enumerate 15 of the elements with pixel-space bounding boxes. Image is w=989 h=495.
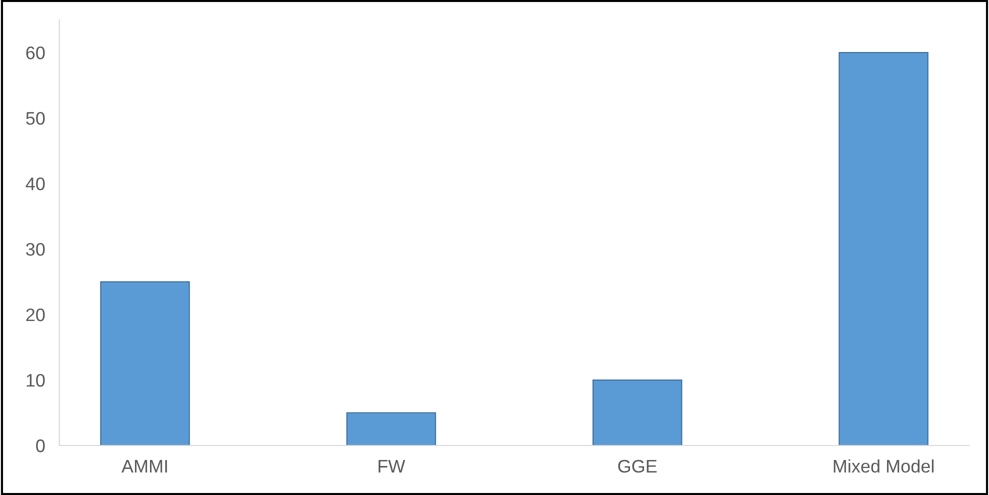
- y-tick-label: 50: [26, 112, 45, 125]
- y-tick-label: 60: [26, 46, 45, 60]
- bar: [592, 379, 682, 446]
- y-tick-label: 20: [26, 308, 45, 322]
- y-tick-label: 0: [36, 439, 45, 452]
- x-tick-label: FW: [378, 460, 406, 472]
- y-tick-label: 40: [26, 177, 45, 190]
- x-tick-label: AMMI: [121, 460, 167, 472]
- y-tick-label: 10: [26, 374, 45, 387]
- x-tick-label: Mixed Model: [834, 459, 934, 473]
- bar: [838, 52, 928, 446]
- y-tick-label: 30: [26, 242, 45, 256]
- x-tick-label: GGE: [618, 460, 657, 473]
- bar: [346, 412, 436, 446]
- bar: [100, 281, 190, 446]
